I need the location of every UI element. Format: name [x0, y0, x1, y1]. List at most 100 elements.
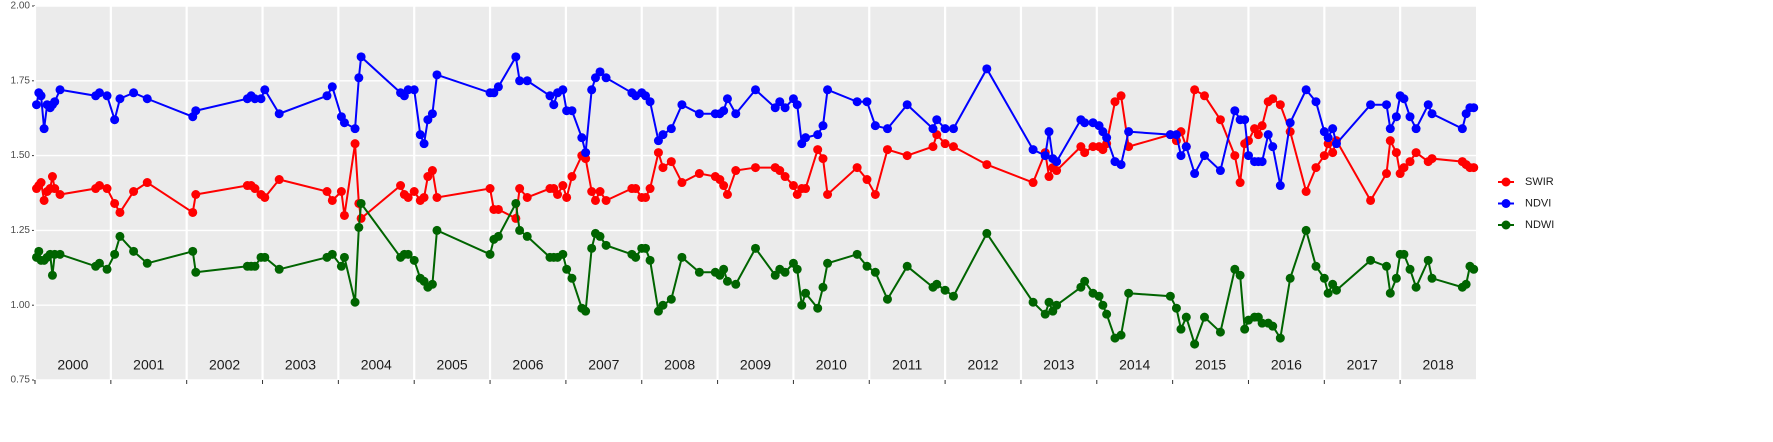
point — [129, 246, 139, 256]
point — [1181, 142, 1191, 152]
point — [677, 252, 687, 262]
point — [631, 252, 641, 262]
point — [485, 184, 495, 194]
point — [256, 94, 266, 104]
point — [115, 94, 125, 104]
point — [1385, 136, 1395, 146]
point — [47, 172, 57, 182]
point — [260, 192, 270, 202]
point — [188, 246, 198, 256]
point — [1215, 327, 1225, 337]
point — [801, 133, 811, 143]
legend-label: SWIR — [1525, 176, 1554, 188]
legend-key — [1501, 177, 1511, 187]
point — [1052, 300, 1062, 310]
legend-key — [1501, 199, 1511, 208]
point — [1469, 264, 1479, 274]
point — [1124, 127, 1134, 137]
point — [260, 85, 270, 95]
point — [823, 258, 833, 268]
point — [1411, 282, 1421, 292]
point — [902, 100, 912, 110]
point — [731, 279, 741, 289]
point — [666, 157, 676, 167]
point — [1275, 100, 1285, 110]
point — [595, 67, 605, 77]
point — [940, 285, 950, 295]
point — [1215, 166, 1225, 176]
point — [1080, 148, 1090, 158]
point — [1319, 273, 1329, 283]
point — [1366, 100, 1376, 110]
point — [982, 160, 992, 170]
point — [94, 181, 104, 191]
point — [1423, 100, 1433, 110]
point — [653, 148, 663, 158]
point — [722, 94, 732, 104]
point — [780, 103, 790, 113]
x-tick-label: 2016 — [1271, 357, 1302, 373]
point — [142, 178, 152, 188]
point — [250, 261, 260, 271]
point — [55, 249, 65, 259]
point — [403, 192, 413, 202]
point — [191, 189, 201, 199]
point — [427, 279, 437, 289]
point — [1405, 264, 1415, 274]
plot-panel — [35, 6, 1476, 380]
point — [818, 154, 828, 164]
point — [1423, 255, 1433, 265]
point — [356, 213, 366, 223]
x-tick-label: 2014 — [1119, 357, 1150, 373]
point — [1457, 124, 1467, 134]
point — [409, 85, 419, 95]
point — [558, 249, 568, 259]
point — [1190, 169, 1200, 179]
point — [350, 139, 360, 149]
point — [666, 124, 676, 134]
point — [562, 264, 572, 274]
point — [553, 189, 563, 199]
point — [1382, 100, 1392, 110]
point — [1028, 178, 1038, 188]
point — [396, 181, 406, 191]
point — [1366, 195, 1376, 205]
point — [1044, 297, 1054, 307]
point — [432, 192, 442, 202]
point — [1323, 133, 1333, 143]
point — [1235, 270, 1245, 280]
point — [427, 166, 437, 176]
point — [1028, 297, 1038, 307]
point — [354, 73, 364, 83]
x-tick-label: 2008 — [664, 357, 695, 373]
point — [350, 124, 360, 134]
point — [1285, 273, 1295, 283]
point — [862, 175, 872, 185]
point — [1171, 303, 1181, 313]
point — [110, 249, 120, 259]
point — [1171, 130, 1181, 140]
point — [645, 97, 655, 107]
point — [409, 255, 419, 265]
point — [102, 264, 112, 274]
point — [581, 306, 591, 316]
point — [1199, 151, 1209, 161]
point — [115, 231, 125, 241]
point — [403, 249, 413, 259]
point — [882, 294, 892, 304]
point — [39, 195, 49, 205]
point — [1391, 112, 1401, 122]
point — [47, 270, 57, 280]
point — [1116, 330, 1126, 340]
point — [595, 231, 605, 241]
point — [1116, 160, 1126, 170]
point — [719, 106, 729, 116]
point — [870, 189, 880, 199]
x-tick-label: 2007 — [588, 357, 619, 373]
point — [775, 97, 785, 107]
point — [250, 184, 260, 194]
point — [731, 109, 741, 119]
y-tick-label: 1.50 — [11, 150, 31, 161]
point — [813, 303, 823, 313]
point — [339, 252, 349, 262]
